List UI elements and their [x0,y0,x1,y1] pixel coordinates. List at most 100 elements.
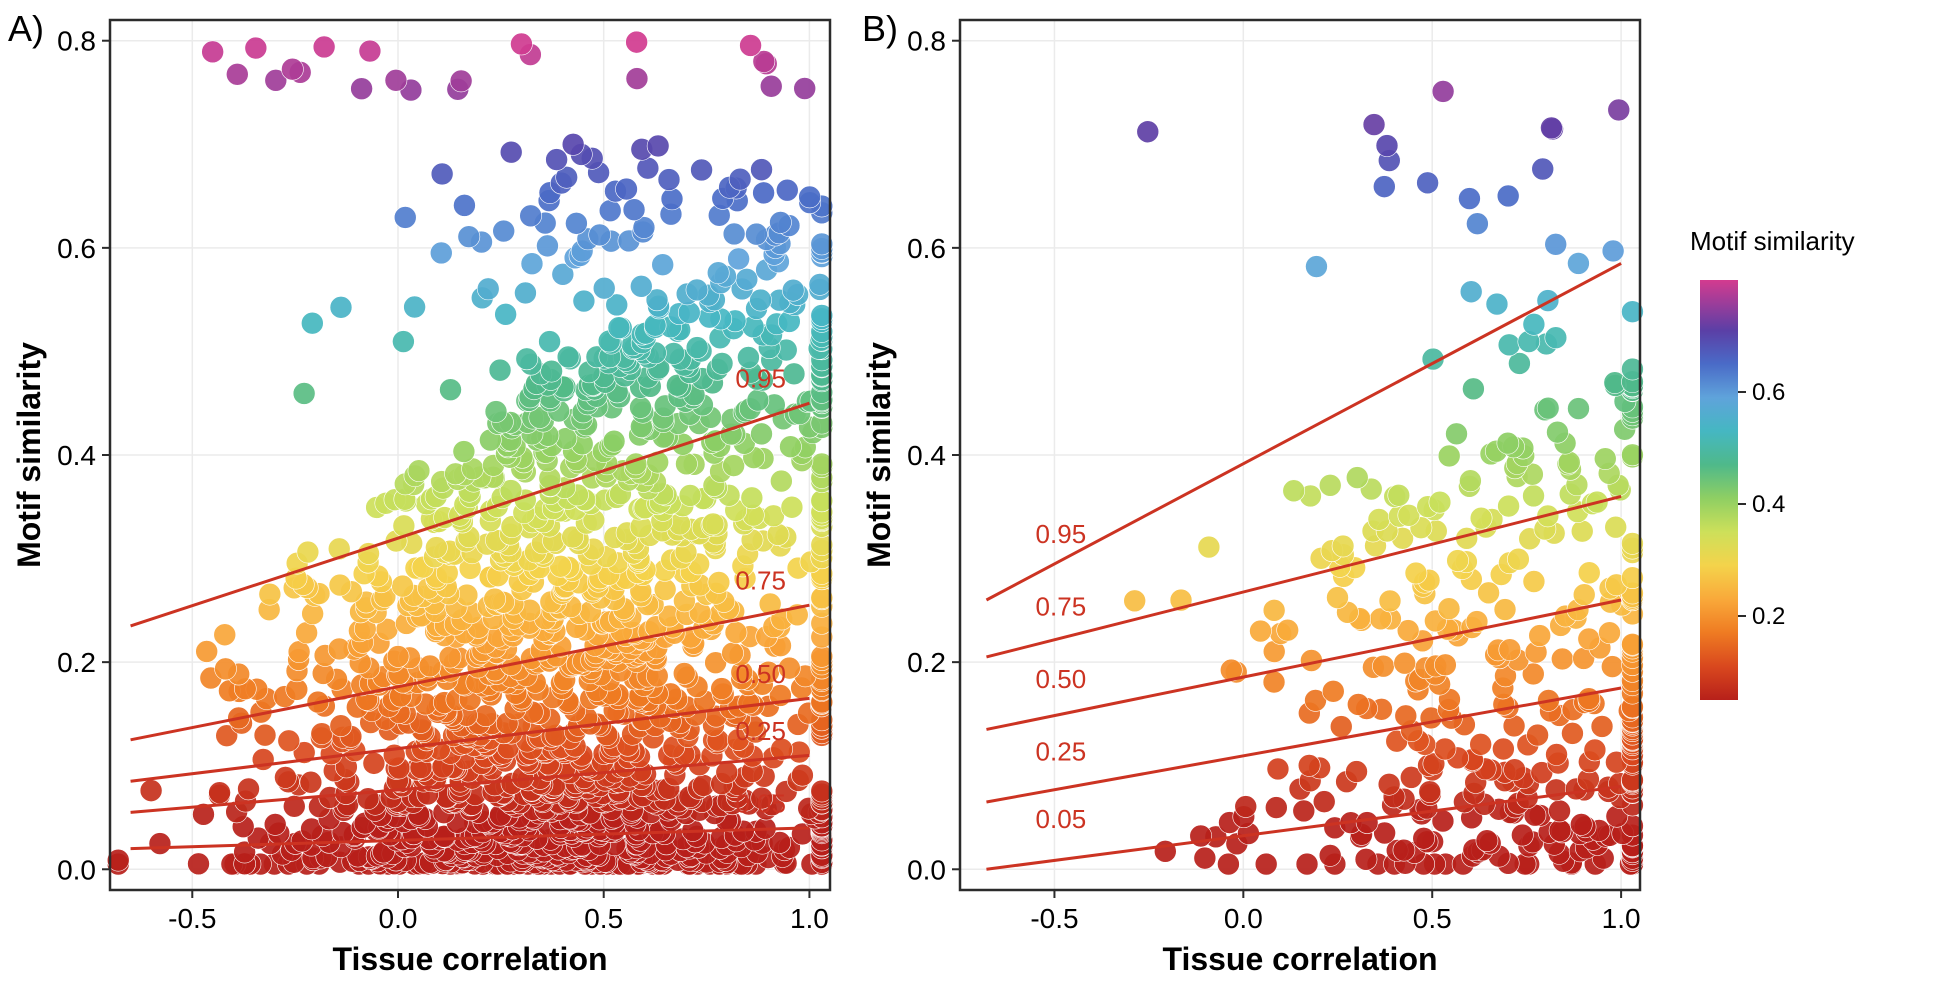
scatter-point [254,724,276,746]
scatter-point [1492,738,1514,760]
scatter-point [1388,484,1410,506]
scatter-point [1549,819,1571,841]
scatter-point [209,782,231,804]
scatter-point [565,212,587,234]
scatter-point [1235,796,1257,818]
quantile-label: 0.95 [1036,519,1087,549]
scatter-point [1594,448,1616,470]
scatter-point [392,575,414,597]
scatter-point [1551,648,1573,670]
scatter-point [1217,853,1239,875]
scatter-point [782,279,804,301]
scatter-point [673,662,695,684]
scatter-point [1578,562,1600,584]
scatter-point [1356,812,1378,834]
y-tick-label: 0.8 [57,26,96,57]
scatter-point [313,36,335,58]
scatter-point [1605,516,1627,538]
scatter-point [630,396,652,418]
scatter-point [1395,705,1417,727]
scatter-point [729,168,751,190]
y-tick-label: 0.6 [57,233,96,264]
scatter-point [1346,467,1368,489]
scatter-point [1511,824,1533,846]
scatter-point [1438,598,1460,620]
scatter-point [431,163,453,185]
scatter-point [520,205,542,227]
scatter-point [281,58,303,80]
quantile-label: 0.25 [1036,737,1087,767]
scatter-point [1460,281,1482,303]
scatter-point [623,199,645,221]
scatter-point [751,159,773,181]
y-tick-label: 0.2 [907,647,946,678]
y-tick-label: 0.4 [907,440,946,471]
scatter-point [809,273,831,295]
scatter-point [330,715,352,737]
scatter-point [1537,397,1559,419]
scatter-point [626,68,648,90]
scatter-point [385,69,407,91]
scatter-point [226,63,248,85]
scatter-point [711,678,733,700]
scatter-point [691,159,713,181]
scatter-point [1497,432,1519,454]
scatter-point [500,141,522,163]
scatter-point [419,655,441,677]
scatter-point [493,220,515,242]
scatter-point [1347,693,1369,715]
scatter-point [430,242,452,264]
scatter-point [1198,536,1220,558]
scatter-point [1540,117,1562,139]
scatter-point [1124,590,1146,612]
scatter-point [1504,759,1526,781]
scatter-point [1573,584,1595,606]
scatter-point [293,382,315,404]
y-tick-label: 0.0 [57,854,96,885]
scatter-point [1330,716,1352,738]
scatter-point [1434,654,1456,676]
panel-label-b: B) [862,8,898,50]
scatter-point [637,157,659,179]
scatter-point [475,705,497,727]
scatter-point [1507,548,1529,570]
scatter-point [1529,625,1551,647]
scatter-point [1561,722,1583,744]
y-tick-label: 0.4 [57,440,96,471]
scatter-point [238,778,260,800]
x-axis-label: Tissue correlation [1162,941,1437,977]
scatter-point [1376,135,1398,157]
scatter-point [1346,761,1368,783]
scatter-point [439,646,461,668]
scatter-point [1305,256,1327,278]
scatter-point [1466,213,1488,235]
legend: Motif similarity0.20.40.6 [1690,226,1855,700]
scatter-point [1413,827,1435,849]
scatter-point [1373,176,1395,198]
scatter-point [1355,848,1377,870]
scatter-point [1293,800,1315,822]
scatter-point [1549,800,1571,822]
legend-tick-label: 0.6 [1752,379,1785,406]
scatter-point [408,460,430,482]
scatter-point [311,723,333,745]
scatter-point [301,312,323,334]
quantile-label: 0.95 [735,364,786,394]
scatter-point [1532,158,1554,180]
scatter-point [626,31,648,53]
scatter-point [1313,791,1335,813]
scatter-point [1591,715,1613,737]
scatter-point [495,303,517,325]
scatter-point [264,813,286,835]
quantile-label: 0.50 [1036,664,1087,694]
scatter-point [1298,754,1320,776]
scatter-point [1255,853,1277,875]
scatter-point [1499,639,1521,661]
x-tick-label: -0.5 [1030,903,1078,934]
scatter-point [387,645,409,667]
scatter-point [736,268,758,290]
scatter-point [1322,680,1344,702]
scatter-point [536,235,558,257]
scatter-point [1446,423,1468,445]
scatter-point [1599,622,1621,644]
